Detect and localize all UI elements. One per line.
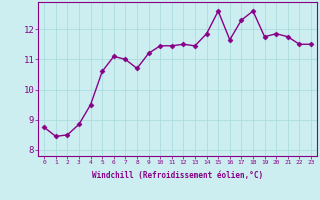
X-axis label: Windchill (Refroidissement éolien,°C): Windchill (Refroidissement éolien,°C) bbox=[92, 171, 263, 180]
